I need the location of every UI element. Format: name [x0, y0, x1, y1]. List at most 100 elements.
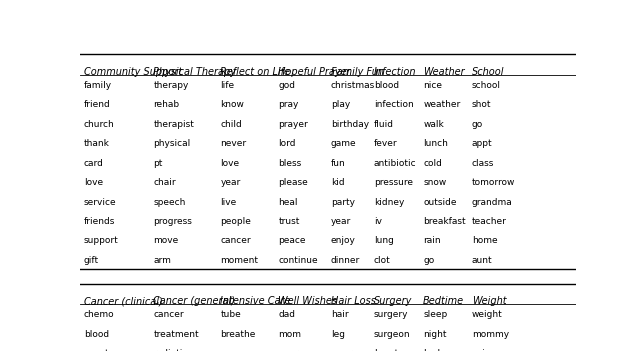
Text: Cancer (general): Cancer (general) — [154, 296, 236, 306]
Text: peace: peace — [278, 237, 306, 245]
Text: School: School — [472, 66, 504, 77]
Text: Surgery: Surgery — [374, 296, 412, 306]
Text: home: home — [472, 237, 497, 245]
Text: cancer: cancer — [154, 311, 184, 319]
Text: church: church — [84, 120, 115, 129]
Text: bless: bless — [278, 159, 301, 167]
Text: year: year — [331, 217, 351, 226]
Text: breathe: breathe — [220, 330, 256, 339]
Text: bed: bed — [423, 349, 440, 351]
Text: play: play — [331, 100, 350, 109]
Text: gift: gift — [84, 256, 99, 265]
Text: fluid: fluid — [374, 120, 394, 129]
Text: blood: blood — [84, 330, 109, 339]
Text: Weight: Weight — [472, 296, 506, 306]
Text: move: move — [154, 237, 179, 245]
Text: mommy: mommy — [472, 330, 509, 339]
Text: life: life — [220, 81, 234, 90]
Text: therapist: therapist — [154, 120, 195, 129]
Text: progress: progress — [154, 217, 192, 226]
Text: Hair Loss: Hair Loss — [331, 296, 376, 306]
Text: fever: fever — [374, 139, 397, 148]
Text: Family Fun: Family Fun — [331, 66, 384, 77]
Text: rehab: rehab — [154, 100, 180, 109]
Text: weight: weight — [472, 311, 502, 319]
Text: heal: heal — [278, 198, 298, 206]
Text: therapy: therapy — [154, 81, 189, 90]
Text: cancer: cancer — [220, 237, 251, 245]
Text: radiation: radiation — [154, 349, 194, 351]
Text: pt: pt — [154, 159, 163, 167]
Text: christmas: christmas — [331, 81, 375, 90]
Text: Physical Therapy: Physical Therapy — [154, 66, 236, 77]
Text: Community Support: Community Support — [84, 66, 182, 77]
Text: friend: friend — [84, 100, 111, 109]
Text: never: never — [220, 139, 246, 148]
Text: class: class — [472, 159, 494, 167]
Text: surgery: surgery — [374, 311, 408, 319]
Text: Bedtime: Bedtime — [423, 296, 465, 306]
Text: heart: heart — [374, 349, 398, 351]
Text: clot: clot — [374, 256, 390, 265]
Text: antibiotic: antibiotic — [374, 159, 416, 167]
Text: hair: hair — [331, 311, 349, 319]
Text: teacher: teacher — [472, 217, 507, 226]
Text: live: live — [220, 198, 237, 206]
Text: outside: outside — [423, 198, 457, 206]
Text: fun: fun — [331, 159, 346, 167]
Text: love: love — [220, 159, 239, 167]
Text: chemo: chemo — [84, 311, 115, 319]
Text: rain: rain — [423, 237, 441, 245]
Text: service: service — [84, 198, 116, 206]
Text: birthday: birthday — [331, 120, 369, 129]
Text: moment: moment — [220, 256, 259, 265]
Text: weather: weather — [423, 100, 461, 109]
Text: kidney: kidney — [374, 198, 404, 206]
Text: iv: iv — [374, 217, 381, 226]
Text: nice: nice — [423, 81, 442, 90]
Text: game: game — [331, 139, 356, 148]
Text: continue: continue — [278, 256, 318, 265]
Text: people: people — [220, 217, 252, 226]
Text: grandma: grandma — [472, 198, 513, 206]
Text: shot: shot — [472, 100, 492, 109]
Text: support: support — [84, 237, 118, 245]
Text: gain: gain — [472, 349, 492, 351]
Text: lord: lord — [278, 139, 296, 148]
Text: Well Wishes: Well Wishes — [278, 296, 337, 306]
Text: Infection: Infection — [374, 66, 416, 77]
Text: trust: trust — [278, 217, 300, 226]
Text: walk: walk — [423, 120, 444, 129]
Text: love: love — [84, 178, 103, 187]
Text: go: go — [423, 256, 435, 265]
Text: surgeon: surgeon — [374, 330, 410, 339]
Text: friends: friends — [84, 217, 115, 226]
Text: breakfast: breakfast — [423, 217, 466, 226]
Text: prayer: prayer — [278, 120, 308, 129]
Text: lung: lung — [374, 237, 394, 245]
Text: god: god — [278, 81, 296, 90]
Text: physical: physical — [154, 139, 191, 148]
Text: Intensive Care: Intensive Care — [220, 296, 291, 306]
Text: mom: mom — [278, 330, 301, 339]
Text: snow: snow — [423, 178, 447, 187]
Text: Cancer (clinical): Cancer (clinical) — [84, 296, 163, 306]
Text: enjoy: enjoy — [331, 237, 356, 245]
Text: Hopeful Prayer: Hopeful Prayer — [278, 66, 351, 77]
Text: cold: cold — [423, 159, 442, 167]
Text: night: night — [423, 330, 447, 339]
Text: infection: infection — [374, 100, 413, 109]
Text: kid: kid — [331, 178, 344, 187]
Text: pressure: pressure — [374, 178, 413, 187]
Text: arm: arm — [154, 256, 172, 265]
Text: dinner: dinner — [331, 256, 360, 265]
Text: pray: pray — [278, 100, 299, 109]
Text: tube: tube — [220, 311, 241, 319]
Text: party: party — [331, 198, 355, 206]
Text: aunt: aunt — [472, 256, 492, 265]
Text: family: family — [84, 81, 112, 90]
Text: go: go — [472, 120, 483, 129]
Text: child: child — [220, 120, 242, 129]
Text: know: know — [220, 100, 244, 109]
Text: wear: wear — [331, 349, 353, 351]
